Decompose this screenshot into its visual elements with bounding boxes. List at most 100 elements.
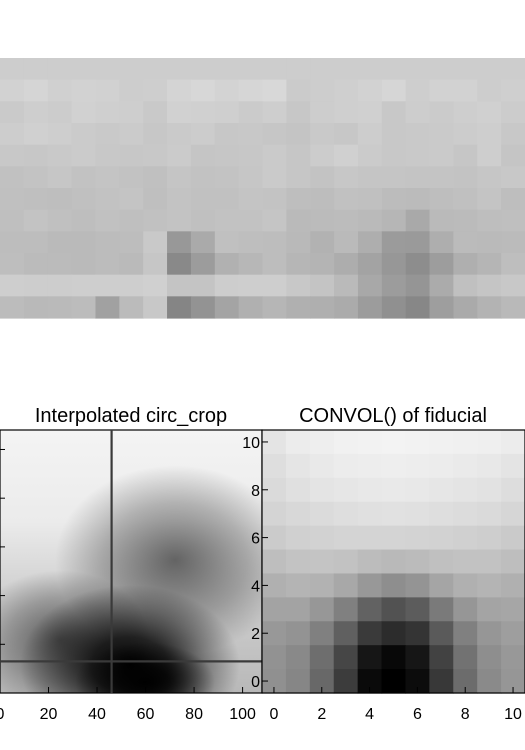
right-cell	[501, 645, 525, 670]
top-cell	[310, 188, 335, 211]
right-cell	[453, 477, 478, 503]
top-cell	[286, 166, 311, 189]
top-cell	[190, 123, 216, 146]
right-panel-title: CONVOL() of fiducial	[299, 405, 487, 427]
top-cell	[453, 58, 478, 81]
top-cell	[334, 188, 359, 211]
left-x-tick-label: 20	[40, 706, 58, 723]
top-cell	[381, 166, 407, 189]
top-cell	[143, 296, 168, 319]
right-cell	[357, 573, 383, 598]
top-cell	[143, 209, 168, 232]
right-y-tick-label: 2	[251, 626, 260, 643]
top-cell	[167, 253, 192, 276]
right-cell	[333, 645, 359, 670]
top-cell	[262, 188, 287, 211]
top-cell	[501, 209, 525, 232]
right-cell	[429, 597, 454, 622]
top-cell	[23, 296, 49, 319]
top-cell	[429, 166, 455, 189]
right-cell	[285, 597, 311, 622]
top-cell	[214, 296, 240, 319]
right-cell	[381, 597, 407, 622]
top-cell	[477, 123, 502, 146]
top-cell	[119, 166, 144, 189]
top-cell	[477, 79, 502, 102]
top-cell	[381, 231, 407, 254]
top-cell	[0, 209, 25, 232]
right-cell	[501, 597, 525, 622]
right-cell	[333, 525, 359, 551]
top-cell	[0, 253, 25, 276]
top-cell	[453, 253, 478, 276]
top-cell	[286, 101, 311, 124]
right-cell	[477, 430, 502, 455]
right-cell	[309, 430, 335, 455]
right-cell	[357, 453, 383, 479]
top-cell	[167, 209, 192, 232]
top-cell	[95, 209, 120, 232]
top-cell	[429, 123, 455, 146]
top-cell	[429, 101, 455, 124]
right-panel-axes: 0 2 4 6 8 10 0 2 4 6 8 10	[242, 435, 522, 723]
top-cell	[47, 296, 73, 319]
top-cell	[262, 79, 287, 102]
right-cell	[262, 597, 287, 622]
top-cell	[238, 123, 264, 146]
top-cell	[47, 166, 73, 189]
right-y-tick-label: 4	[251, 578, 260, 595]
top-cell	[0, 144, 25, 167]
top-cell	[286, 188, 311, 211]
top-cell	[262, 101, 287, 124]
right-cell	[405, 453, 430, 479]
top-cell	[357, 79, 383, 102]
top-cell	[119, 123, 144, 146]
right-cell	[429, 477, 454, 503]
top-cell	[405, 253, 431, 276]
right-cell	[285, 669, 311, 694]
top-cell	[429, 231, 455, 254]
top-cell	[0, 166, 25, 189]
top-cell	[429, 296, 455, 319]
right-cell	[453, 549, 478, 575]
right-cell	[477, 645, 502, 670]
top-cell	[119, 253, 144, 276]
top-cell	[405, 188, 431, 211]
right-x-tick-label: 4	[365, 706, 374, 723]
top-cell	[262, 231, 287, 254]
top-cell	[453, 166, 478, 189]
right-cell	[501, 430, 525, 455]
top-cell	[429, 144, 455, 167]
right-cell	[477, 621, 502, 646]
top-cell	[405, 166, 431, 189]
top-cell	[167, 296, 192, 319]
left-panel-title: Interpolated circ_crop	[35, 405, 227, 427]
top-cell	[23, 79, 49, 102]
right-cell	[285, 621, 311, 646]
top-cell	[167, 144, 192, 167]
top-cell	[23, 166, 49, 189]
right-panel-image	[262, 430, 525, 694]
top-cell	[501, 166, 525, 189]
top-cell	[119, 296, 144, 319]
top-cell	[381, 58, 407, 81]
right-cell	[333, 621, 359, 646]
top-cell	[405, 58, 431, 81]
top-cell	[95, 274, 120, 297]
top-cell	[143, 58, 168, 81]
top-cell	[357, 123, 383, 146]
top-cell	[23, 274, 49, 297]
top-cell	[334, 123, 359, 146]
top-cell	[429, 209, 455, 232]
top-cell	[381, 101, 407, 124]
top-cell	[501, 58, 525, 81]
top-cell	[71, 123, 97, 146]
top-cell	[190, 253, 216, 276]
top-cell	[310, 296, 335, 319]
right-cell	[381, 645, 407, 670]
top-cell	[47, 58, 73, 81]
top-cell	[453, 79, 478, 102]
top-cell	[357, 58, 383, 81]
right-cell	[285, 477, 311, 503]
top-cell	[477, 231, 502, 254]
